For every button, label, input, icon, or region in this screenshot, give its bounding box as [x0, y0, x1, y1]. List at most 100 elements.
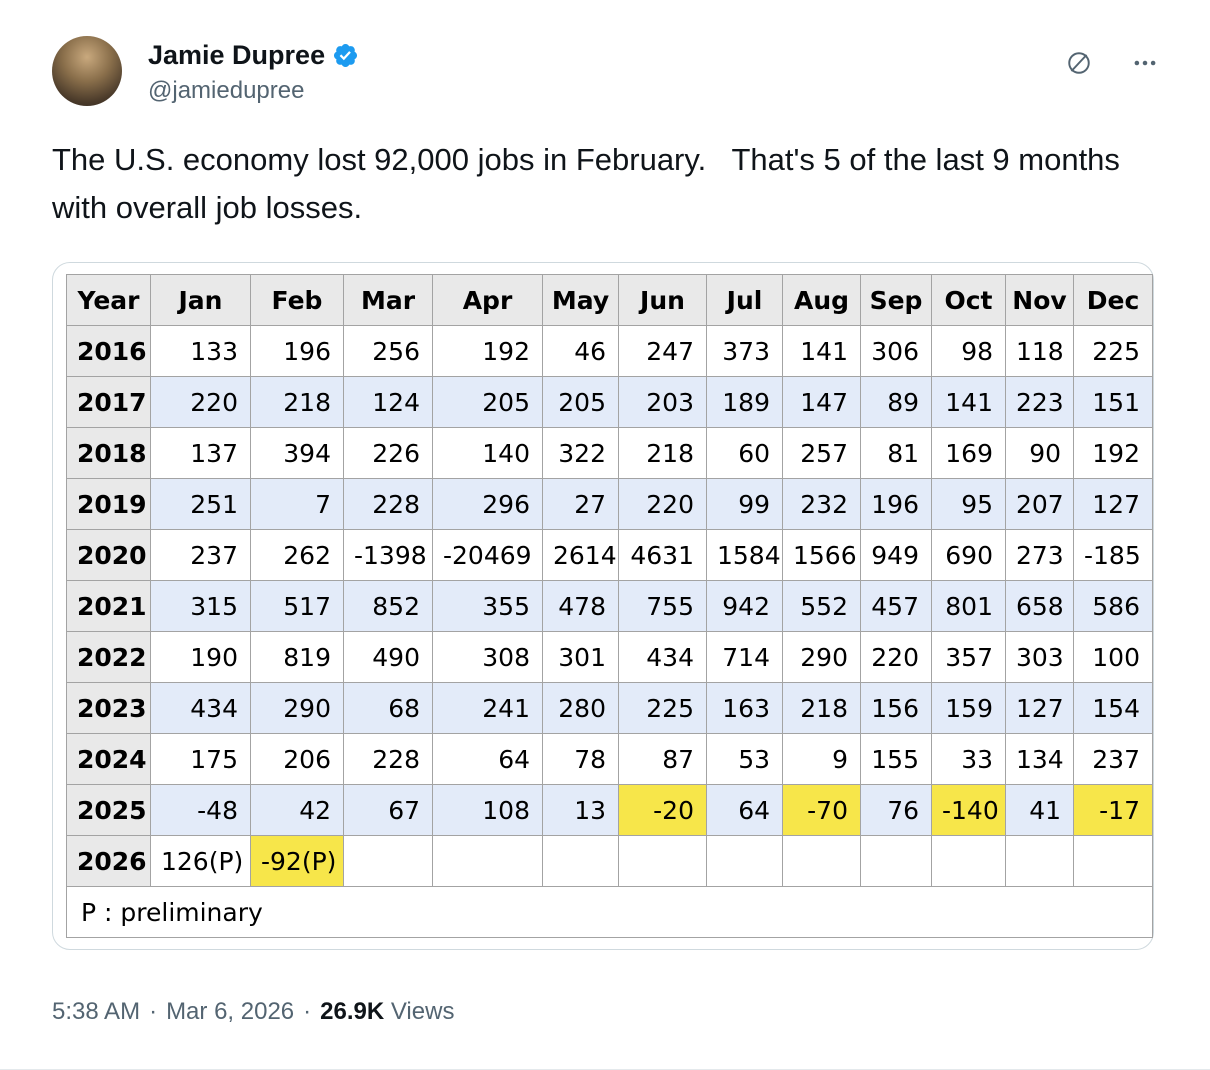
col-header-feb: Feb	[250, 274, 344, 326]
table-cell-2016-jul: 373	[706, 325, 783, 377]
table-cell-2023-may: 280	[542, 682, 619, 734]
table-cell-2016-dec: 225	[1073, 325, 1153, 377]
table-footnote-row: P : preliminary	[66, 886, 1153, 938]
table-cell-2020-jul: 1584	[706, 529, 783, 581]
table-cell-2024-nov: 134	[1005, 733, 1074, 785]
table-cell-2022-jul: 714	[706, 631, 783, 683]
table-cell-2019-jan: 251	[150, 478, 251, 530]
table-cell-2019-aug: 232	[782, 478, 861, 530]
table-cell-2018-may: 322	[542, 427, 619, 479]
table-cell-2026-may	[542, 835, 619, 887]
table-cell-2026-nov	[1005, 835, 1074, 887]
table-cell-2025-nov: 41	[1005, 784, 1074, 836]
table-cell-2024-aug: 9	[782, 733, 861, 785]
year-cell-2024: 2024	[66, 733, 151, 785]
table-cell-2017-apr: 205	[432, 376, 543, 428]
table-cell-2021-sep: 457	[860, 580, 932, 632]
table-cell-2019-sep: 196	[860, 478, 932, 530]
jobs-table-image[interactable]: Year Jan Feb Mar Apr May Jun Jul Aug Sep Oct Nov Dec…	[52, 262, 1154, 950]
table-cell-2024-feb: 206	[250, 733, 344, 785]
table-row-2017: 2017 220 218 124 205 205 203 189 147 89 141 223 151	[66, 376, 1153, 428]
table-cell-2018-dec: 192	[1073, 427, 1153, 479]
table-cell-2020-sep: 949	[860, 529, 932, 581]
table-cell-2016-sep: 306	[860, 325, 932, 377]
col-header-aug: Aug	[782, 274, 861, 326]
table-cell-2016-feb: 196	[250, 325, 344, 377]
meta-dot: ·	[303, 998, 312, 1025]
table-cell-2023-oct: 159	[931, 682, 1006, 734]
grok-icon[interactable]	[1066, 50, 1092, 76]
table-cell-2024-apr: 64	[432, 733, 543, 785]
author-name[interactable]: Jamie Dupree	[148, 40, 326, 70]
table-cell-2021-feb: 517	[250, 580, 344, 632]
year-cell-2016: 2016	[66, 325, 151, 377]
table-cell-2017-jun: 203	[618, 376, 707, 428]
table-cell-2019-jul: 99	[706, 478, 783, 530]
table-cell-2021-dec: 586	[1073, 580, 1153, 632]
table-cell-2022-dec: 100	[1073, 631, 1153, 683]
table-cell-2019-oct: 95	[931, 478, 1006, 530]
table-cell-2021-apr: 355	[432, 580, 543, 632]
col-header-oct: Oct	[931, 274, 1006, 326]
timestamp-date[interactable]: Mar 6, 2026	[166, 998, 295, 1025]
table-cell-2019-apr: 296	[432, 478, 543, 530]
table-cell-2019-dec: 127	[1073, 478, 1153, 530]
table-cell-2022-apr: 308	[432, 631, 543, 683]
table-cell-2025-sep: 76	[860, 784, 932, 836]
table-row-2026: 2026 126(P) -92(P)	[66, 835, 1153, 887]
tweet-text: The U.S. economy lost 92,000 jobs in Feb…	[52, 142, 1129, 225]
table-cell-2018-oct: 169	[931, 427, 1006, 479]
table-cell-2025-jul: 64	[706, 784, 783, 836]
table-cell-2018-nov: 90	[1005, 427, 1074, 479]
more-icon[interactable]	[1132, 50, 1158, 76]
table-row-2024: 2024 175 206 228 64 78 87 53 9 155 33 134 237	[66, 733, 1153, 785]
table-cell-2020-jan: 237	[150, 529, 251, 581]
table-cell-2016-aug: 141	[782, 325, 861, 377]
table-cell-2023-jun: 225	[618, 682, 707, 734]
table-cell-2022-aug: 290	[782, 631, 861, 683]
table-cell-2021-may: 478	[542, 580, 619, 632]
table-cell-2022-oct: 357	[931, 631, 1006, 683]
table-cell-2022-feb: 819	[250, 631, 344, 683]
table-cell-2020-may: 2614	[542, 529, 619, 581]
table-cell-2020-oct: 690	[931, 529, 1006, 581]
table-cell-2017-mar: 124	[343, 376, 433, 428]
table-cell-2021-nov: 658	[1005, 580, 1074, 632]
table-cell-2024-jul: 53	[706, 733, 783, 785]
views[interactable]: 26.9K Views	[320, 998, 454, 1026]
table-cell-2023-mar: 68	[343, 682, 433, 734]
table-cell-2019-jun: 220	[618, 478, 707, 530]
table-cell-2018-apr: 140	[432, 427, 543, 479]
col-header-year: Year	[66, 274, 151, 326]
table-cell-2025-dec: -17	[1073, 784, 1153, 836]
table-cell-2021-aug: 552	[782, 580, 861, 632]
table-cell-2026-feb: -92(P)	[250, 835, 344, 887]
header-actions	[1066, 36, 1158, 76]
author-handle[interactable]: @jamiedupree	[148, 77, 305, 104]
table-cell-2025-jun: -20	[618, 784, 707, 836]
table-cell-2021-oct: 801	[931, 580, 1006, 632]
col-header-jan: Jan	[150, 274, 251, 326]
table-footnote: P : preliminary	[66, 886, 1153, 938]
table-row-2019: 2019 251 7 228 296 27 220 99 232 196 95 207 127	[66, 478, 1153, 530]
table-cell-2022-jan: 190	[150, 631, 251, 683]
table-cell-2024-sep: 155	[860, 733, 932, 785]
year-cell-2026: 2026	[66, 835, 151, 887]
col-header-sep: Sep	[860, 274, 932, 326]
year-cell-2025: 2025	[66, 784, 151, 836]
table-cell-2018-sep: 81	[860, 427, 932, 479]
table-cell-2016-nov: 118	[1005, 325, 1074, 377]
avatar[interactable]	[52, 36, 122, 106]
table-cell-2016-oct: 98	[931, 325, 1006, 377]
table-cell-2025-may: 13	[542, 784, 619, 836]
timestamp-time[interactable]: 5:38 AM	[52, 998, 141, 1025]
table-cell-2019-mar: 228	[343, 478, 433, 530]
table-cell-2025-oct: -140	[931, 784, 1006, 836]
table-row-2016: 2016 133 196 256 192 46 247 373 141 306 98 118 225	[66, 325, 1153, 377]
table-cell-2021-jul: 942	[706, 580, 783, 632]
table-row-2018: 2018 137 394 226 140 322 218 60 257 81 169 90 192	[66, 427, 1153, 479]
table-cell-2024-may: 78	[542, 733, 619, 785]
table-cell-2018-jul: 60	[706, 427, 783, 479]
table-cell-2021-jan: 315	[150, 580, 251, 632]
col-header-may: May	[542, 274, 619, 326]
